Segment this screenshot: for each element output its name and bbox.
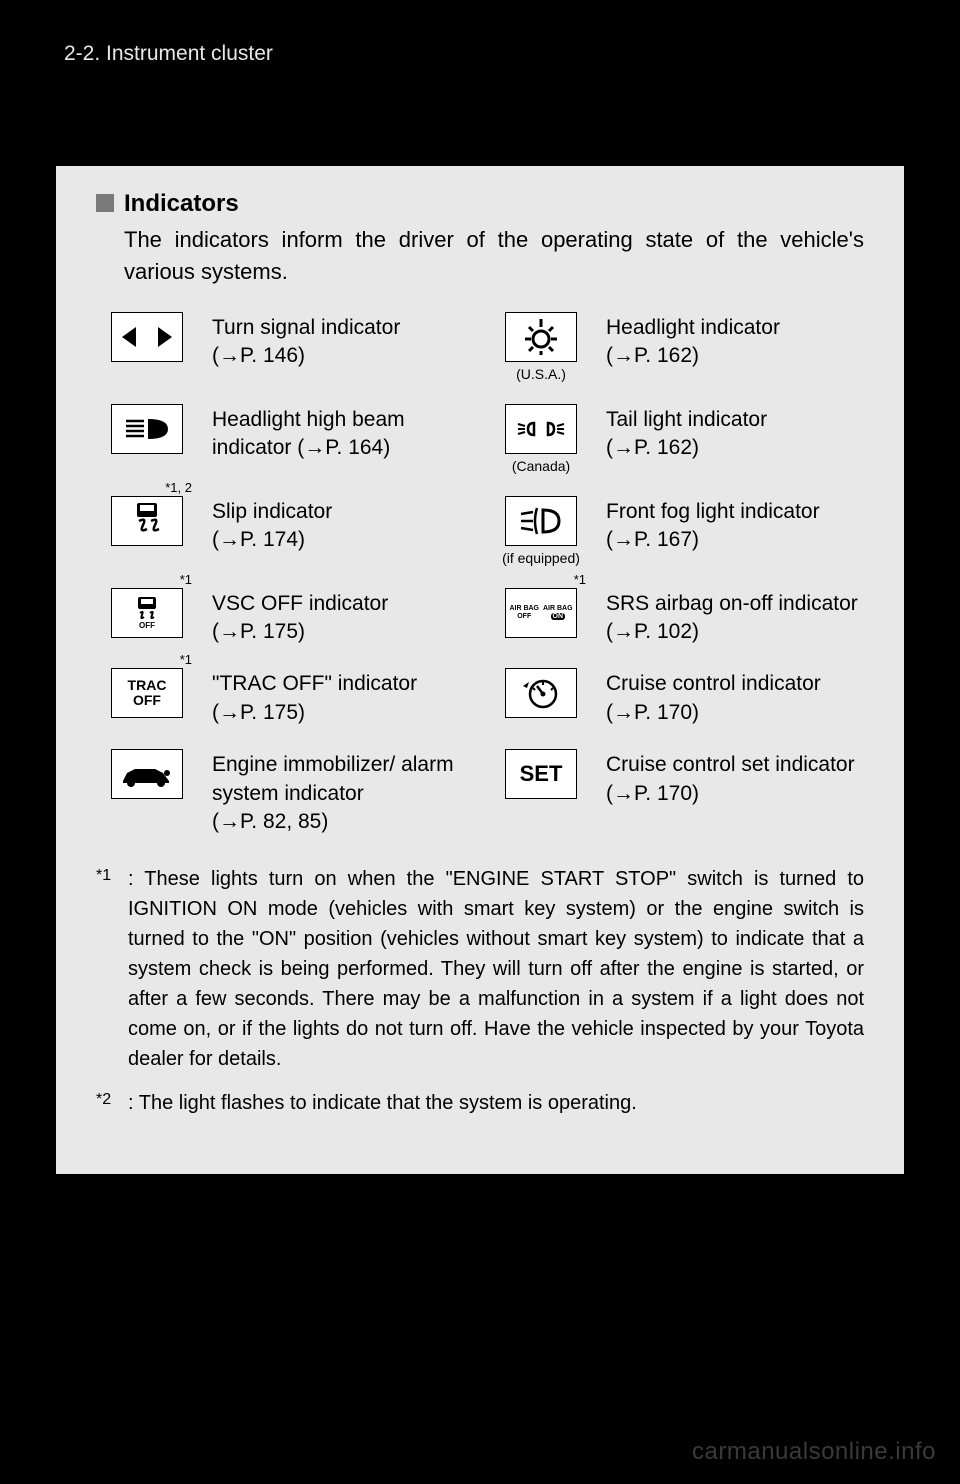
icon-sublabel: (Canada) <box>512 458 570 474</box>
indicator-cruise-set: SET Cruise control set indicator (→P. 17… <box>490 749 864 836</box>
cruise-icon <box>505 668 577 718</box>
square-bullet-icon <box>96 194 114 212</box>
section-title: Indicators <box>124 190 239 218</box>
airbag-icon: AIR BAGOFF AIR BAGON <box>505 588 577 638</box>
content-panel: Indicators The indicators inform the dri… <box>56 166 904 1174</box>
indicator-high-beam: Headlight high beam indicator (→P. 164) <box>96 404 470 474</box>
footnote-1: *1 : These lights turn on when the "ENGI… <box>96 864 864 1074</box>
indicator-immobilizer: Engine immobilizer/ alarm system indicat… <box>96 749 470 836</box>
section-header: 2-2. Instrument cluster <box>0 0 960 66</box>
car-key-icon <box>111 749 183 799</box>
section-title-row: Indicators <box>96 190 864 218</box>
indicator-airbag: *1 AIR BAGOFF AIR BAGON SRS airbag on-of… <box>490 588 864 647</box>
slip-icon <box>111 496 183 546</box>
indicator-fog-light: (if equipped) Front fog light indicator(… <box>490 496 864 566</box>
star-marker: *1 <box>180 652 192 667</box>
indicator-slip: *1, 2 Slip indicator(→P. 174) <box>96 496 470 566</box>
indicator-vsc-off: *1 OFF VSC OFF indicator(→P. 175) <box>96 588 470 647</box>
tail-light-icon <box>505 404 577 454</box>
indicator-label: Front fog light indicator(→P. 167) <box>606 496 820 555</box>
indicator-trac-off: *1 TRACOFF "TRAC OFF" indicator(→P. 175) <box>96 668 470 727</box>
footnote-marker: *1 <box>96 864 128 1074</box>
indicator-tail-light: (Canada) Tail light indicator(→P. 162) <box>490 404 864 474</box>
indicator-turn-signal: Turn signal indicator(→P. 146) <box>96 312 470 382</box>
footnote-2: *2 : The light flashes to indicate that … <box>96 1088 864 1118</box>
indicator-label: VSC OFF indicator(→P. 175) <box>212 588 388 647</box>
indicator-label: SRS airbag on-off indicator (→P. 102) <box>606 588 864 647</box>
indicator-headlight: (U.S.A.) Headlight indicator(→P. 162) <box>490 312 864 382</box>
footnote-text: : The light flashes to indicate that the… <box>128 1088 864 1118</box>
footnotes: *1 : These lights turn on when the "ENGI… <box>96 864 864 1118</box>
indicator-cruise: Cruise control indicator(→P. 170) <box>490 668 864 727</box>
indicator-label: Cruise control set indicator (→P. 170) <box>606 749 864 808</box>
indicator-label: Engine immobilizer/ alarm system indicat… <box>212 749 470 836</box>
indicator-label: Headlight indicator(→P. 162) <box>606 312 780 371</box>
indicators-grid: Turn signal indicator(→P. 146) (U.S.A.) … <box>96 312 864 836</box>
indicator-label: "TRAC OFF" indicator(→P. 175) <box>212 668 417 727</box>
indicator-label: Headlight high beam indicator (→P. 164) <box>212 404 470 463</box>
vsc-off-icon: OFF <box>111 588 183 638</box>
icon-sublabel: (U.S.A.) <box>516 366 566 382</box>
footnote-text: : These lights turn on when the "ENGINE … <box>128 864 864 1074</box>
high-beam-icon <box>111 404 183 454</box>
indicator-label: Cruise control indicator(→P. 170) <box>606 668 821 727</box>
footnote-marker: *2 <box>96 1088 128 1118</box>
set-icon: SET <box>505 749 577 799</box>
intro-text: The indicators inform the driver of the … <box>124 224 864 288</box>
indicator-label: Slip indicator(→P. 174) <box>212 496 332 555</box>
headlight-usa-icon <box>505 312 577 362</box>
icon-sublabel: (if equipped) <box>502 550 580 566</box>
indicator-label: Turn signal indicator(→P. 146) <box>212 312 400 371</box>
fog-light-icon <box>505 496 577 546</box>
star-marker: *1 <box>574 572 586 587</box>
turn-signal-icon <box>111 312 183 362</box>
watermark: carmanualsonline.info <box>692 1438 936 1466</box>
trac-off-icon: TRACOFF <box>111 668 183 718</box>
star-marker: *1 <box>180 572 192 587</box>
indicator-label: Tail light indicator(→P. 162) <box>606 404 767 463</box>
star-marker: *1, 2 <box>165 480 192 495</box>
